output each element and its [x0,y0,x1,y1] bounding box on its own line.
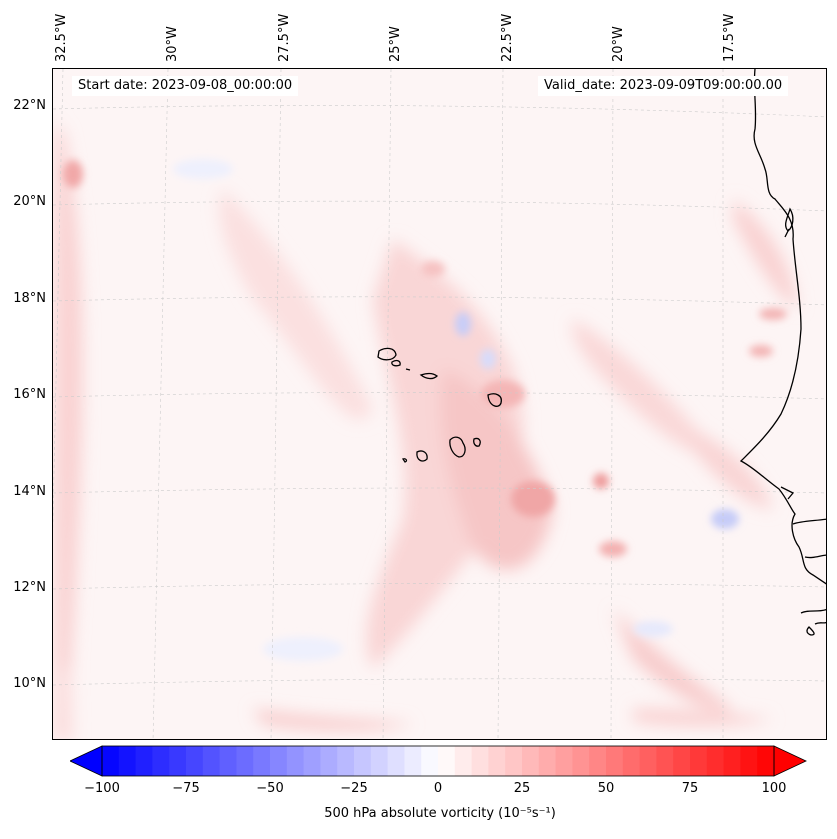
colorbar-segment [169,746,187,776]
negative-vorticity-regions [173,159,739,661]
variable-units: (10⁻⁵s⁻¹) [498,806,556,821]
colorbar-segment [572,746,590,776]
colorbar-segment [639,746,657,776]
colorbar-segment [690,746,708,776]
colorbar-segment [354,746,372,776]
lat-label-10n: 10°N [13,676,46,691]
lon-label-27-5w: 27.5°W [277,13,292,62]
graticule [53,69,826,739]
colorbar-label: 500 hPa absolute vorticity (10⁻⁵s⁻¹) [0,806,837,821]
colorbar-segment [337,746,355,776]
colorbar-tick-neg100: −100 [84,781,120,796]
colorbar-segment [102,746,120,776]
colorbar-tick-neg50: −50 [256,781,284,796]
colorbar-min-arrow [70,745,103,777]
colorbar-segment [471,746,489,776]
colorbar-segment [253,746,271,776]
islands [377,347,502,463]
colorbar-segment [606,746,624,776]
vorticity-maxima [63,160,787,557]
colorbar-segment [622,746,641,776]
colorbar-segment [202,746,221,776]
colorbar-tick-75: 75 [681,781,699,796]
lat-label-18n: 18°N [13,291,46,306]
positive-vorticity-regions [53,109,798,739]
colorbar-tick-50: 50 [597,781,615,796]
colorbar-segment [488,746,506,776]
colorbar-segment [186,746,204,776]
lon-label-30w: 30°W [165,26,180,62]
start-date-label: Start date: 2023-09-08_00:00:00 [72,76,299,96]
lon-label-32-5w: 32.5°W [54,13,69,62]
map-canvas [53,69,826,739]
colorbar-tick-neg25: −25 [340,781,368,796]
colorbar-segment [538,746,557,776]
lat-label-16n: 16°N [13,387,46,402]
colorbar-segment [757,746,775,776]
colorbar-tick-neg75: −75 [172,781,200,796]
lon-label-20w: 20°W [611,26,626,62]
lat-label-22n: 22°N [13,98,46,113]
colorbar-segment [320,746,338,776]
colorbar-tick-100: 100 [761,781,787,796]
colorbar-segment [438,746,456,776]
lat-label-14n: 14°N [13,484,46,499]
colorbar-segment [723,746,741,776]
colorbar-segment [118,746,137,776]
colorbar-segment [505,746,523,776]
colorbar-segment [270,746,288,776]
colorbar-segment [673,746,691,776]
colorbar-segment [236,746,254,776]
colorbar-segment [303,746,321,776]
colorbar-segment [421,746,439,776]
colorbar-segment [656,746,674,776]
colorbar-outline [101,745,775,777]
colorbar-segment [152,746,170,776]
colorbar-segment [219,746,237,776]
colorbar-segments [102,746,775,776]
colorbar-segment [555,746,573,776]
lon-label-25w: 25°W [388,26,403,62]
colorbar-segment [589,746,607,776]
colorbar-tick-25: 25 [513,781,531,796]
valid-date-label: Valid_date: 2023-09-09T09:00:00.00 [538,76,789,96]
colorbar-segment [135,746,153,776]
lon-label-22-5w: 22.5°W [500,13,515,62]
colorbar-segment [740,746,758,776]
lat-label-12n: 12°N [13,580,46,595]
colorbar-segment [387,746,405,776]
colorbar-segment [286,746,305,776]
coastlines [739,69,826,636]
lon-label-17-5w: 17.5°W [722,13,737,62]
colorbar-segment [404,746,422,776]
colorbar-segment [706,746,725,776]
lat-label-20n: 20°N [13,194,46,209]
colorbar [70,745,807,777]
colorbar-tick-0: 0 [433,781,443,796]
colorbar-segment [522,746,540,776]
colorbar-max-arrow [773,745,807,777]
colorbar-segment [454,746,473,776]
variable-name: 500 hPa absolute vorticity [324,806,495,821]
colorbar-segment [370,746,389,776]
vorticity-map [52,68,827,740]
